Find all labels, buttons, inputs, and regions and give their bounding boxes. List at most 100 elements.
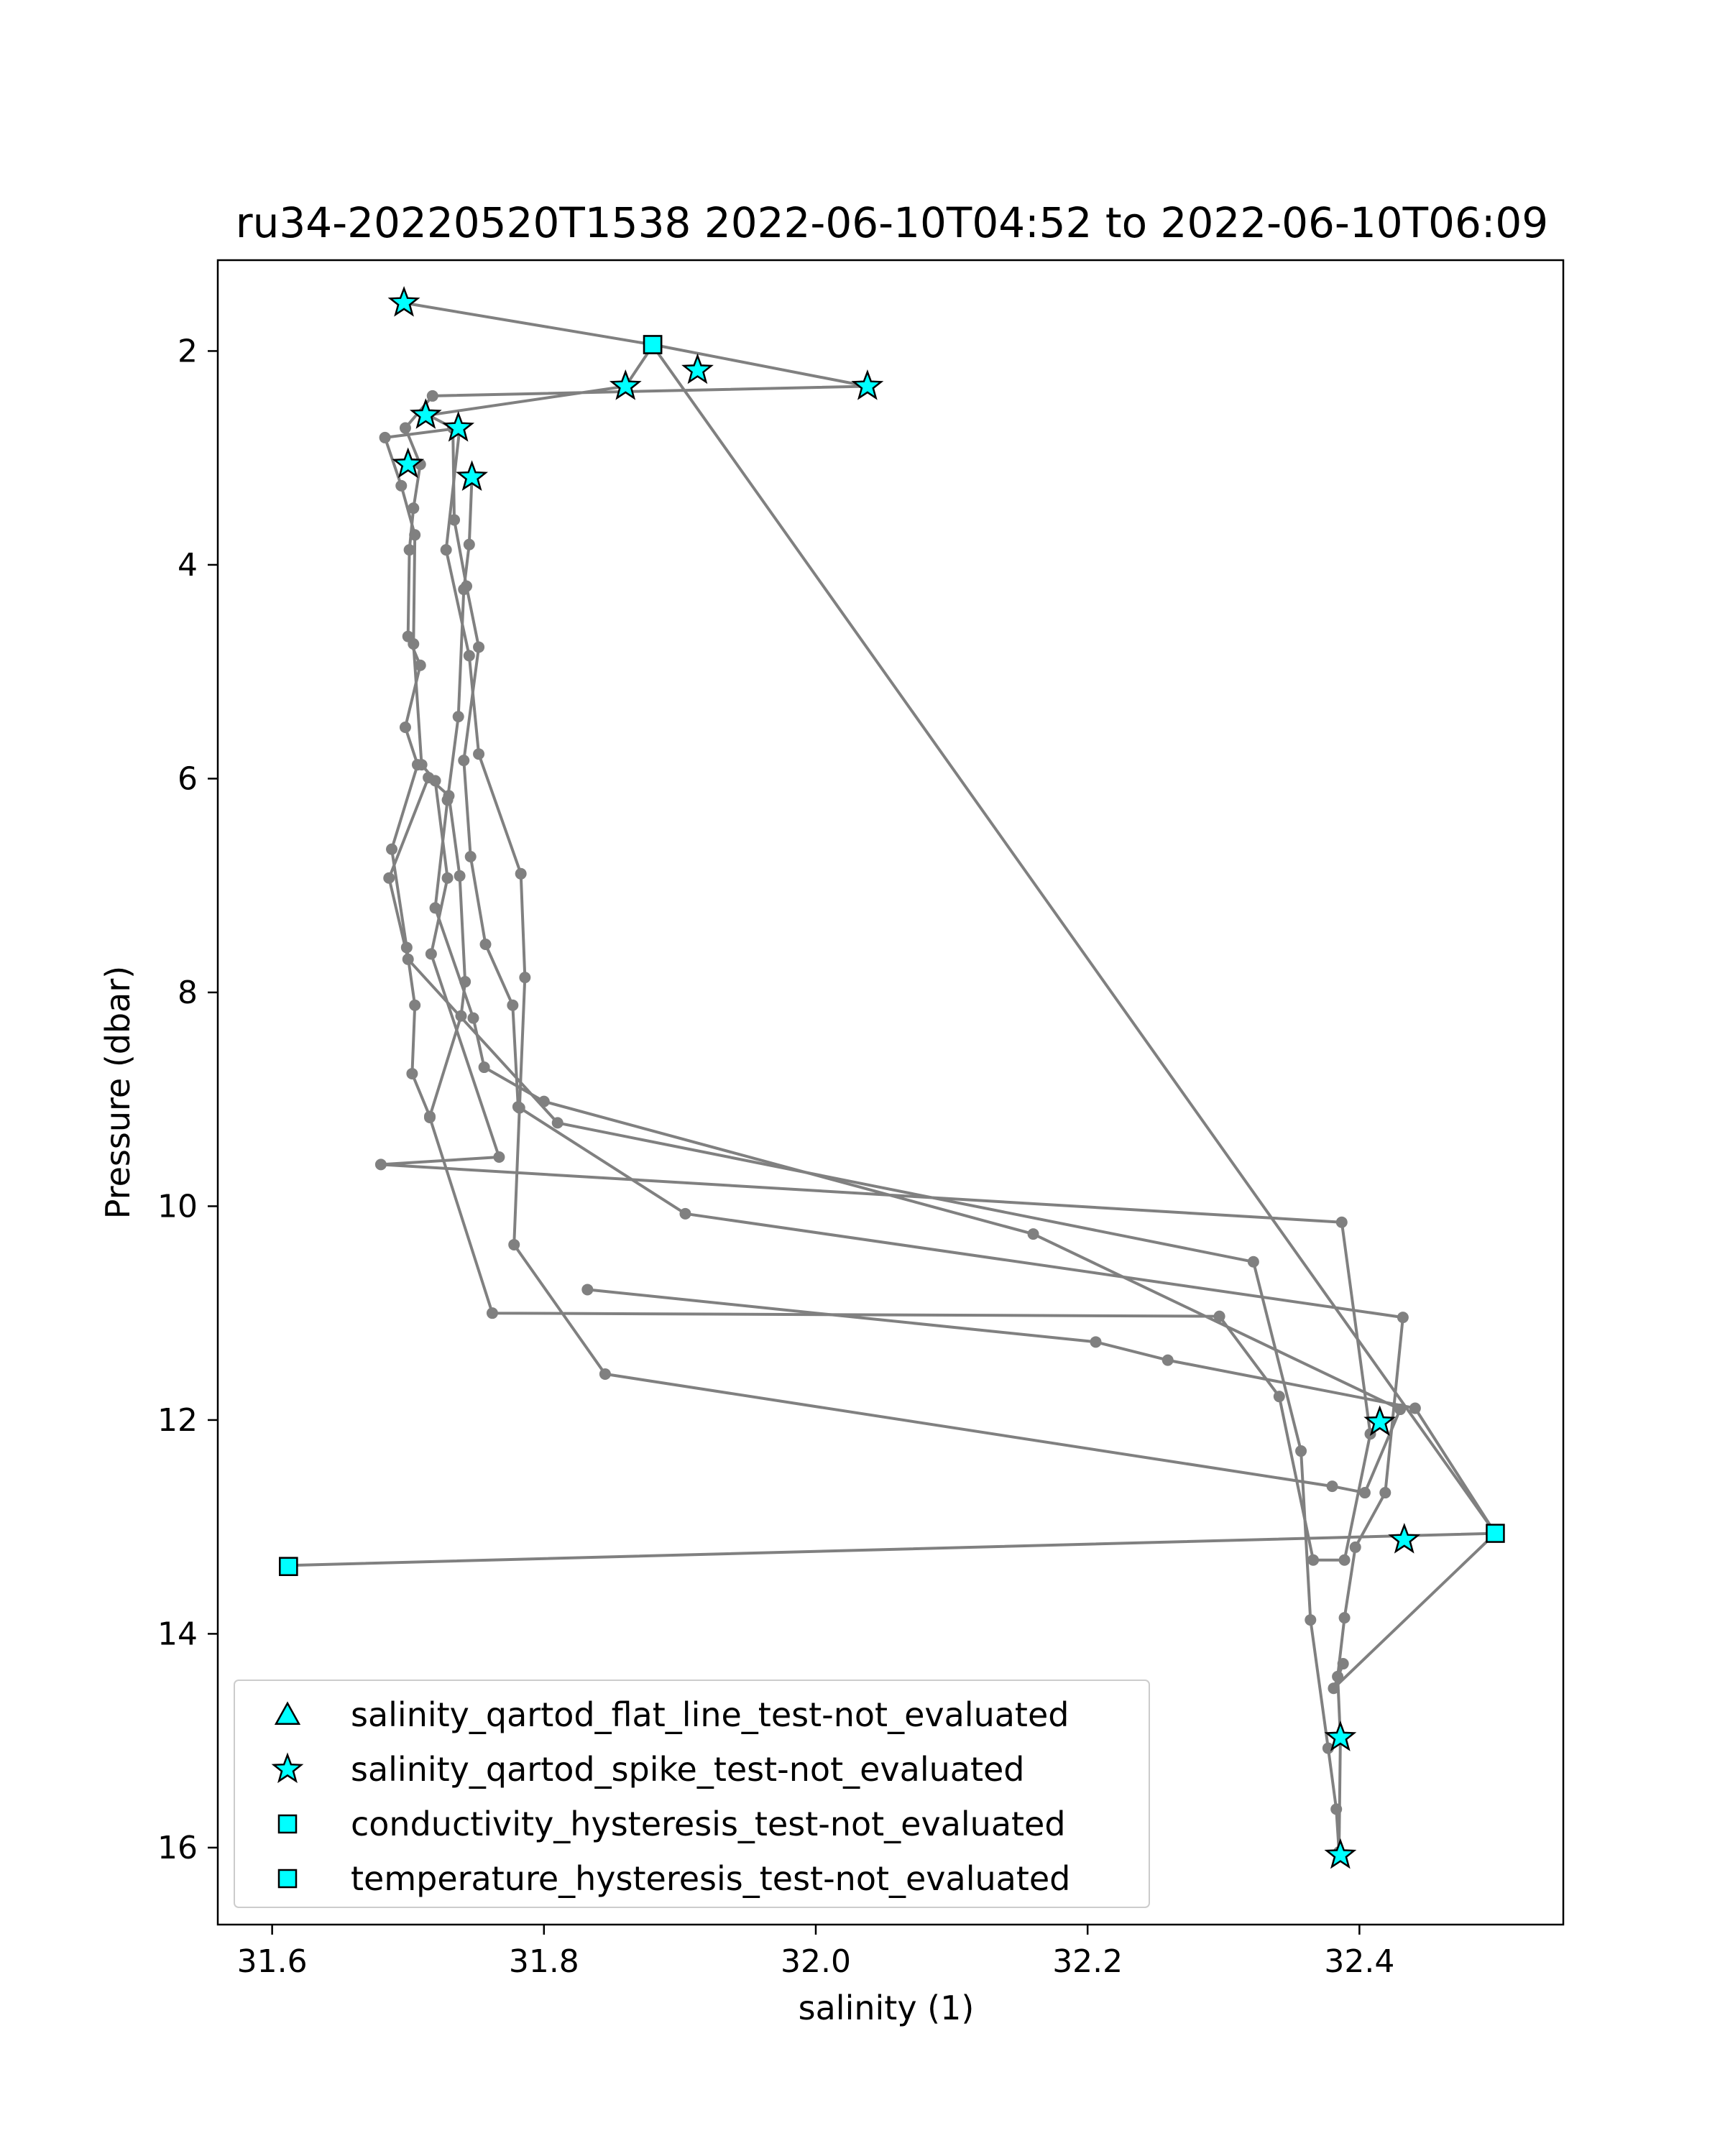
x-tick-label: 31.8 (509, 1943, 579, 1980)
flag-marker-square (1486, 1524, 1505, 1543)
profile-point (507, 999, 519, 1011)
profile-line (379, 426, 1402, 1562)
profile-point (1328, 1682, 1340, 1695)
legend: salinity_qartod_flat_line_test-not_evalu… (234, 1680, 1150, 1908)
profile-point (1162, 1354, 1174, 1366)
profile-point (1349, 1541, 1361, 1553)
profile-point (1307, 1554, 1320, 1566)
profile-point (1409, 1402, 1421, 1414)
profile-point (1394, 1404, 1407, 1416)
y-tick-label: 14 (157, 1616, 198, 1652)
flag-marker-star (392, 447, 425, 479)
profile-point (458, 584, 470, 596)
profile-point (1090, 1336, 1102, 1348)
profile-point (399, 722, 411, 734)
y-axis-ticks: 2 4 6 8 10 12 14 16 (157, 333, 218, 1866)
profile-point (1335, 1216, 1348, 1228)
flag-marker-star (1363, 1405, 1397, 1436)
profile-point (379, 431, 391, 443)
flag-marker-star (387, 285, 420, 317)
x-tick-label: 32.2 (1052, 1943, 1123, 1980)
profile-point (478, 1061, 490, 1074)
flag-marker-star (851, 369, 884, 400)
profile-point (383, 872, 395, 884)
legend-label: salinity_qartod_flat_line_test-not_evalu… (351, 1695, 1069, 1734)
profile-point (409, 529, 421, 541)
profile-point (599, 1368, 611, 1380)
profile-point (1338, 1612, 1351, 1624)
profile-point (426, 390, 438, 402)
profile-point (400, 941, 413, 954)
profile-point (581, 1284, 594, 1296)
profile-point (441, 872, 454, 884)
flag-marker-star (456, 460, 488, 491)
profile-point (402, 953, 414, 965)
flag-marker-star (409, 398, 442, 429)
profile-point (538, 1095, 550, 1107)
profile-point (1326, 1480, 1338, 1493)
profile-point (414, 659, 426, 671)
profile-point (679, 1207, 691, 1220)
profile-point (403, 544, 415, 556)
profile-point (1379, 1487, 1392, 1499)
plot-frame (216, 259, 1565, 1926)
y-tick-label: 8 (178, 975, 198, 1011)
x-axis-label: salinity (1) (799, 1989, 975, 2027)
y-tick-label: 6 (178, 760, 198, 797)
legend-label: temperature_hysteresis_test-not_evaluate… (351, 1859, 1070, 1898)
legend-marker-square (277, 1869, 298, 1889)
profile-point (395, 479, 408, 492)
profile-point (408, 638, 420, 650)
legend-marker-star (271, 1752, 304, 1784)
legend-label: conductivity_hysteresis_test-not_evaluat… (351, 1805, 1066, 1843)
profile-point (1027, 1228, 1039, 1240)
profile-point (448, 514, 461, 526)
y-axis-label: Pressure (dbar) (98, 966, 137, 1219)
profile-point (374, 1158, 387, 1171)
x-tick-label: 32.4 (1324, 1943, 1394, 1980)
legend-box (234, 1680, 1150, 1908)
profile-point (429, 902, 441, 914)
profile-point (463, 538, 475, 550)
flag-marker-star (609, 369, 642, 400)
profile-point (486, 1307, 498, 1319)
chart-title: ru34-20220520T1538 2022-06-10T04:52 to 2… (236, 198, 1548, 247)
profile-point (459, 976, 472, 988)
profile-point (1322, 1742, 1334, 1754)
profile-point (508, 1238, 520, 1250)
profile-point (551, 1117, 564, 1129)
profile-point (473, 748, 485, 760)
y-tick-label: 12 (157, 1402, 198, 1439)
profile-point (440, 544, 452, 556)
profile-point (441, 794, 454, 806)
profile-point (415, 759, 428, 771)
profile-point (399, 422, 411, 434)
profile-point (1337, 1658, 1349, 1670)
profile-point (519, 972, 531, 984)
profile-point (408, 502, 420, 515)
profile-point (1338, 1554, 1351, 1566)
profile-point (464, 851, 477, 863)
profile-point (406, 1067, 418, 1079)
x-tick-label: 31.6 (237, 1943, 308, 1980)
profile-point (458, 755, 470, 767)
profile-point (479, 938, 492, 950)
profile-point (429, 775, 441, 787)
flag-marker-star (1324, 1720, 1357, 1751)
y-tick-label: 16 (157, 1830, 198, 1866)
flag-marker-square (643, 335, 663, 354)
legend-label: salinity_qartod_spike_test-not_evaluated (351, 1750, 1024, 1789)
profile-point (386, 843, 398, 855)
profile-point (454, 870, 466, 882)
profile-point (425, 948, 437, 960)
profile-point (423, 1111, 436, 1123)
legend-marker-square (277, 1814, 298, 1834)
legend-marker-triangle (274, 1701, 301, 1726)
x-axis-ticks: 31.6 31.8 32.0 32.2 32.4 (237, 1925, 1394, 1980)
profile-point (493, 1151, 505, 1163)
y-tick-label: 4 (178, 547, 198, 584)
flag-marker-star (1324, 1838, 1357, 1869)
profile-point (513, 1102, 525, 1114)
flag-marker-star (681, 353, 714, 384)
